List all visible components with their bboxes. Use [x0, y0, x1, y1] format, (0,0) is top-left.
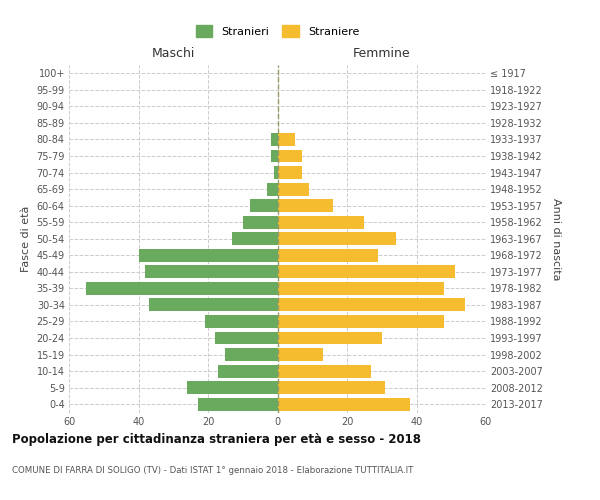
- Y-axis label: Fasce di età: Fasce di età: [21, 206, 31, 272]
- Bar: [232, 232, 277, 245]
- Bar: [277, 150, 302, 162]
- Bar: [271, 133, 277, 146]
- Bar: [277, 398, 410, 410]
- Bar: [277, 249, 378, 262]
- Bar: [218, 364, 277, 378]
- Bar: [139, 249, 277, 262]
- Bar: [277, 332, 382, 344]
- Bar: [149, 298, 277, 312]
- Bar: [267, 182, 277, 196]
- Bar: [277, 199, 333, 212]
- Bar: [205, 315, 277, 328]
- Bar: [215, 332, 277, 344]
- Bar: [277, 348, 323, 361]
- Bar: [274, 166, 277, 179]
- Bar: [187, 381, 277, 394]
- Bar: [86, 282, 277, 295]
- Bar: [277, 182, 309, 196]
- Bar: [226, 348, 277, 361]
- Bar: [277, 216, 364, 228]
- Bar: [277, 364, 371, 378]
- Text: COMUNE DI FARRA DI SOLIGO (TV) - Dati ISTAT 1° gennaio 2018 - Elaborazione TUTTI: COMUNE DI FARRA DI SOLIGO (TV) - Dati IS…: [12, 466, 413, 475]
- Text: Maschi: Maschi: [152, 47, 195, 60]
- Y-axis label: Anni di nascita: Anni di nascita: [551, 198, 562, 280]
- Bar: [145, 266, 277, 278]
- Bar: [277, 315, 444, 328]
- Bar: [277, 232, 395, 245]
- Bar: [243, 216, 277, 228]
- Bar: [277, 266, 455, 278]
- Bar: [277, 282, 444, 295]
- Bar: [277, 166, 302, 179]
- Text: Popolazione per cittadinanza straniera per età e sesso - 2018: Popolazione per cittadinanza straniera p…: [12, 432, 421, 446]
- Legend: Stranieri, Straniere: Stranieri, Straniere: [193, 22, 362, 40]
- Bar: [277, 381, 385, 394]
- Bar: [197, 398, 277, 410]
- Bar: [271, 150, 277, 162]
- Bar: [250, 199, 277, 212]
- Text: Femmine: Femmine: [353, 47, 410, 60]
- Bar: [277, 133, 295, 146]
- Bar: [277, 298, 465, 312]
